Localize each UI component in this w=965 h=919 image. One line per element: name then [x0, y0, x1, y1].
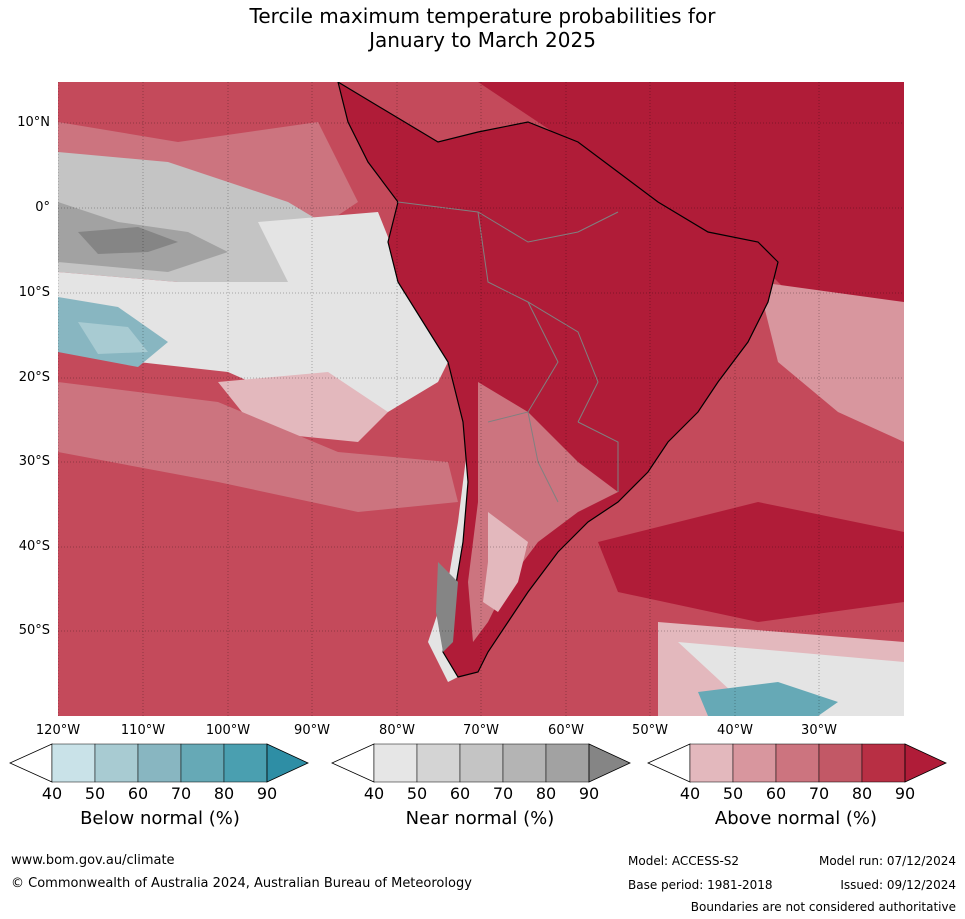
- lat-label-40s: 40°S: [18, 539, 50, 554]
- pink-band-south-pacific: [58, 382, 458, 512]
- base-period: Base period: 1981-2018: [628, 878, 773, 892]
- lat-label-10s: 10°S: [18, 285, 50, 300]
- near-tick-70: 70: [492, 784, 514, 803]
- issued-date: Issued: 09/12/2024: [840, 878, 956, 892]
- south-america-landmass: [337, 82, 779, 678]
- boundaries-disclaimer: Boundaries are not considered authoritat…: [690, 900, 956, 914]
- north-ocean-red: [58, 82, 904, 282]
- probability-map: [58, 82, 904, 716]
- colorbar-below: [9, 743, 309, 783]
- south-atlantic-red: [598, 502, 904, 622]
- title-line-1: Tercile maximum temperature probabilitie…: [249, 4, 716, 28]
- map-svg: [58, 82, 904, 716]
- below-tick-80: 80: [213, 784, 235, 803]
- below-normal-label: Below normal (%): [80, 808, 240, 829]
- lon-label-50w: 50°W: [632, 723, 668, 738]
- south-atlantic-blue: [698, 682, 838, 716]
- lon-label-90w: 90°W: [294, 723, 330, 738]
- near-tick-60: 60: [449, 784, 471, 803]
- above-tick-70: 70: [808, 784, 830, 803]
- lon-label-80w: 80°W: [379, 723, 415, 738]
- south-atlantic-grey: [678, 642, 904, 716]
- above-normal-label: Above normal (%): [714, 808, 878, 829]
- patagonia-light-pink: [483, 512, 528, 612]
- lat-label-30s: 30°S: [18, 454, 50, 469]
- near-tick-90: 90: [578, 784, 600, 803]
- below-tick-50: 50: [84, 784, 106, 803]
- above-tick-60: 60: [765, 784, 787, 803]
- below-tick-40: 40: [41, 784, 63, 803]
- colorbar-above: [647, 743, 947, 783]
- lon-label-60w: 60°W: [548, 723, 584, 738]
- near-tick-50: 50: [406, 784, 428, 803]
- above-tick-90: 90: [894, 784, 916, 803]
- lon-label-40w: 40°W: [717, 723, 753, 738]
- lat-label-0: 0°: [35, 200, 50, 215]
- southern-chile-grey: [436, 562, 458, 652]
- model-name: Model: ACCESS-S2: [628, 854, 740, 868]
- below-tick-70: 70: [170, 784, 192, 803]
- country-borders: [397, 201, 619, 503]
- near-normal-darkest: [78, 227, 178, 254]
- near-tick-80: 80: [535, 784, 557, 803]
- model-run: Model run: 07/12/2024: [818, 854, 956, 868]
- below-tick-60: 60: [127, 784, 149, 803]
- website-link[interactable]: www.bom.gov.au/climate: [11, 853, 175, 868]
- atlantic-pink: [758, 282, 904, 442]
- colorbar-near: [331, 743, 631, 783]
- near-tick-40: 40: [363, 784, 385, 803]
- title-line-2: January to March 2025: [369, 28, 596, 52]
- lat-label-20s: 20°S: [18, 370, 50, 385]
- near-normal-light-region: [58, 212, 458, 412]
- map-title: Tercile maximum temperature probabilitie…: [0, 4, 965, 52]
- lon-label-100w: 100°W: [205, 723, 251, 738]
- above-tick-80: 80: [851, 784, 873, 803]
- lat-label-10n: 10°N: [17, 115, 50, 130]
- above-tick-40: 40: [679, 784, 701, 803]
- lat-label-50s: 50°S: [18, 623, 50, 638]
- lon-label-120w: 120°W: [35, 723, 81, 738]
- copyright-text: © Commonwealth of Australia 2024, Austra…: [11, 876, 472, 891]
- lon-label-70w: 70°W: [463, 723, 499, 738]
- graticule: [58, 82, 904, 716]
- lon-label-110w: 110°W: [120, 723, 166, 738]
- near-normal-label: Near normal (%): [405, 808, 555, 829]
- below-normal-light: [78, 322, 148, 354]
- above-tick-50: 50: [722, 784, 744, 803]
- below-tick-90: 90: [256, 784, 278, 803]
- lon-label-30w: 30°W: [801, 723, 837, 738]
